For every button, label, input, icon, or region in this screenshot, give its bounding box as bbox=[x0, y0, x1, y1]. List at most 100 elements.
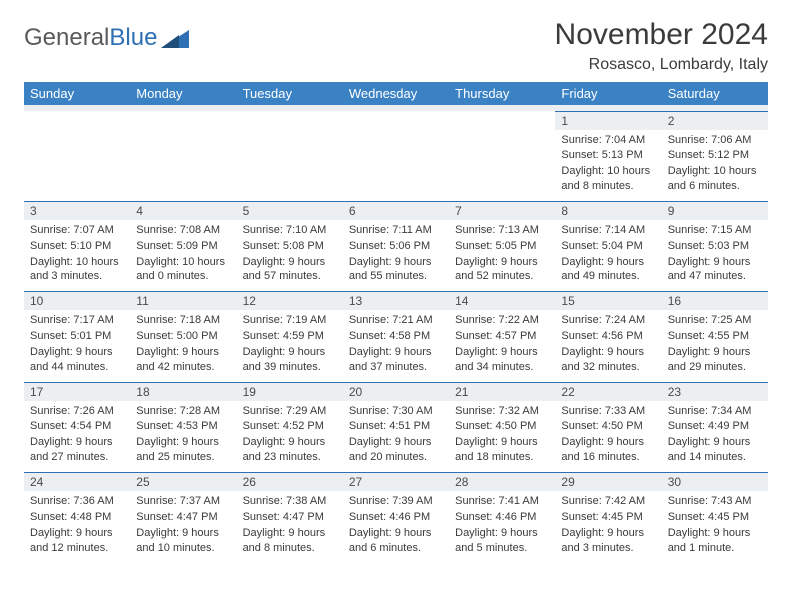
day-number: 26 bbox=[237, 473, 343, 491]
day-sunset: Sunset: 5:12 PM bbox=[668, 148, 762, 163]
day-daylight: Daylight: 10 hours and 6 minutes. bbox=[668, 164, 762, 194]
day-body: Sunrise: 7:14 AMSunset: 5:04 PMDaylight:… bbox=[555, 220, 661, 291]
calendar-week: 24Sunrise: 7:36 AMSunset: 4:48 PMDayligh… bbox=[24, 473, 768, 563]
day-number: 7 bbox=[449, 202, 555, 220]
weekday-header: Saturday bbox=[662, 82, 768, 105]
day-daylight: Daylight: 9 hours and 44 minutes. bbox=[30, 345, 124, 375]
day-daylight: Daylight: 9 hours and 1 minute. bbox=[668, 526, 762, 556]
logo: GeneralBlue bbox=[24, 24, 189, 52]
day-cell: 2Sunrise: 7:06 AMSunset: 5:12 PMDaylight… bbox=[662, 111, 768, 201]
day-body: Sunrise: 7:22 AMSunset: 4:57 PMDaylight:… bbox=[449, 310, 555, 381]
calendar-week: 3 Sunrise: 7:07 AMSunset: 5:10 PM Daylight… bbox=[24, 201, 768, 291]
day-body: Sunrise: 7:13 AMSunset: 5:05 PMDaylight:… bbox=[449, 220, 555, 291]
logo-text: GeneralBlue bbox=[24, 24, 157, 52]
day-sunrise: Sunrise: 7:13 AM bbox=[455, 223, 549, 238]
day-number: 8 bbox=[555, 202, 661, 220]
day-cell: 22Sunrise: 7:33 AMSunset: 4:50 PMDayligh… bbox=[555, 382, 661, 472]
logo-word1: General bbox=[24, 24, 109, 51]
day-number: 24 bbox=[24, 473, 130, 491]
day-sunrise: Sunrise: 7:43 AM bbox=[668, 494, 762, 509]
day-number: 22 bbox=[555, 383, 661, 401]
weekday-header: Thursday bbox=[449, 82, 555, 105]
day-sunset: Sunset: 5:06 PM bbox=[349, 239, 443, 254]
weekday-header: Tuesday bbox=[237, 82, 343, 105]
day-cell: 28Sunrise: 7:41 AMSunset: 4:46 PMDayligh… bbox=[449, 473, 555, 563]
day-sunset: Sunset: 5:01 PM bbox=[30, 329, 124, 344]
day-number: 9 bbox=[662, 202, 768, 220]
day-cell: 26Sunrise: 7:38 AMSunset: 4:47 PMDayligh… bbox=[237, 473, 343, 563]
day-daylight: Daylight: 9 hours and 34 minutes. bbox=[455, 345, 549, 375]
day-number: 13 bbox=[343, 292, 449, 310]
day-daylight: Daylight: 10 hours and 0 minutes. bbox=[136, 255, 230, 285]
day-sunset: Sunset: 4:50 PM bbox=[455, 419, 549, 434]
day-daylight: Daylight: 9 hours and 57 minutes. bbox=[243, 255, 337, 285]
day-sunrise: Sunrise: 7:17 AM bbox=[30, 313, 124, 328]
day-cell: 3Sunrise: 7:07 AMSunset: 5:10 PMDaylight… bbox=[24, 201, 130, 291]
day-body: Sunrise: 7:43 AMSunset: 4:45 PMDaylight:… bbox=[662, 491, 768, 562]
day-cell: 10Sunrise: 7:17 AMSunset: 5:01 PMDayligh… bbox=[24, 292, 130, 382]
day-sunrise: Sunrise: 7:22 AM bbox=[455, 313, 549, 328]
day-sunrise: Sunrise: 7:24 AM bbox=[561, 313, 655, 328]
day-sunrise: Sunrise: 7:14 AM bbox=[561, 223, 655, 238]
day-sunrise: Sunrise: 7:34 AM bbox=[668, 404, 762, 419]
day-body: Sunrise: 7:24 AMSunset: 4:56 PMDaylight:… bbox=[555, 310, 661, 381]
day-sunset: Sunset: 4:58 PM bbox=[349, 329, 443, 344]
day-cell: 1Sunrise: 7:04 AMSunset: 5:13 PMDaylight… bbox=[555, 111, 661, 201]
day-number: 11 bbox=[130, 292, 236, 310]
day-sunrise: Sunrise: 7:04 AM bbox=[561, 133, 655, 148]
day-sunrise: Sunrise: 7:11 AM bbox=[349, 223, 443, 238]
day-daylight: Daylight: 9 hours and 29 minutes. bbox=[668, 345, 762, 375]
day-cell: 5Sunrise: 7:10 AMSunset: 5:08 PMDaylight… bbox=[237, 201, 343, 291]
day-daylight: Daylight: 10 hours and 8 minutes. bbox=[561, 164, 655, 194]
day-cell: 6Sunrise: 7:11 AMSunset: 5:06 PMDaylight… bbox=[343, 201, 449, 291]
day-body: Sunrise: 7:37 AMSunset: 4:47 PMDaylight:… bbox=[130, 491, 236, 562]
day-sunset: Sunset: 4:48 PM bbox=[30, 510, 124, 525]
day-daylight: Daylight: 9 hours and 27 minutes. bbox=[30, 435, 124, 465]
day-body: Sunrise: 7:10 AMSunset: 5:08 PMDaylight:… bbox=[237, 220, 343, 291]
day-body: Sunrise: 7:39 AMSunset: 4:46 PMDaylight:… bbox=[343, 491, 449, 562]
day-number: 3 bbox=[24, 202, 130, 220]
day-daylight: Daylight: 9 hours and 8 minutes. bbox=[243, 526, 337, 556]
day-sunrise: Sunrise: 7:21 AM bbox=[349, 313, 443, 328]
header: GeneralBlue November 2024 Rosasco, Lomba… bbox=[24, 18, 768, 74]
day-sunset: Sunset: 4:45 PM bbox=[668, 510, 762, 525]
calendar-table: SundayMondayTuesdayWednesdayThursdayFrid… bbox=[24, 82, 768, 563]
day-body: Sunrise: 7:08 AMSunset: 5:09 PMDaylight:… bbox=[130, 220, 236, 291]
day-body: Sunrise: 7:04 AMSunset: 5:13 PMDaylight:… bbox=[555, 130, 661, 201]
day-cell: 8Sunrise: 7:14 AMSunset: 5:04 PMDaylight… bbox=[555, 201, 661, 291]
day-daylight: Daylight: 9 hours and 18 minutes. bbox=[455, 435, 549, 465]
day-sunset: Sunset: 4:46 PM bbox=[349, 510, 443, 525]
day-cell: 20Sunrise: 7:30 AMSunset: 4:51 PMDayligh… bbox=[343, 382, 449, 472]
day-sunset: Sunset: 4:54 PM bbox=[30, 419, 124, 434]
day-body: Sunrise: 7:28 AMSunset: 4:53 PMDaylight:… bbox=[130, 401, 236, 472]
day-number: 14 bbox=[449, 292, 555, 310]
day-sunset: Sunset: 4:45 PM bbox=[561, 510, 655, 525]
day-cell: 7Sunrise: 7:13 AMSunset: 5:05 PMDaylight… bbox=[449, 201, 555, 291]
day-sunset: Sunset: 4:49 PM bbox=[668, 419, 762, 434]
day-cell: 13Sunrise: 7:21 AMSunset: 4:58 PMDayligh… bbox=[343, 292, 449, 382]
weekday-header: Wednesday bbox=[343, 82, 449, 105]
calendar-week: 10Sunrise: 7:17 AMSunset: 5:01 PMDayligh… bbox=[24, 292, 768, 382]
day-body: Sunrise: 7:32 AMSunset: 4:50 PMDaylight:… bbox=[449, 401, 555, 472]
day-sunrise: Sunrise: 7:26 AM bbox=[30, 404, 124, 419]
day-sunset: Sunset: 4:57 PM bbox=[455, 329, 549, 344]
day-cell: 29Sunrise: 7:42 AMSunset: 4:45 PMDayligh… bbox=[555, 473, 661, 563]
day-sunrise: Sunrise: 7:07 AM bbox=[30, 223, 124, 238]
weekday-header: Sunday bbox=[24, 82, 130, 105]
day-sunset: Sunset: 5:05 PM bbox=[455, 239, 549, 254]
empty-cell bbox=[343, 111, 449, 201]
day-number: 16 bbox=[662, 292, 768, 310]
day-sunrise: Sunrise: 7:32 AM bbox=[455, 404, 549, 419]
day-number: 12 bbox=[237, 292, 343, 310]
day-sunset: Sunset: 5:10 PM bbox=[30, 239, 124, 254]
calendar-week: 17Sunrise: 7:26 AMSunset: 4:54 PMDayligh… bbox=[24, 382, 768, 472]
day-cell: 15Sunrise: 7:24 AMSunset: 4:56 PMDayligh… bbox=[555, 292, 661, 382]
day-sunset: Sunset: 5:03 PM bbox=[668, 239, 762, 254]
day-body: Sunrise: 7:33 AMSunset: 4:50 PMDaylight:… bbox=[555, 401, 661, 472]
day-daylight: Daylight: 9 hours and 52 minutes. bbox=[455, 255, 549, 285]
day-number: 2 bbox=[662, 112, 768, 130]
day-number: 27 bbox=[343, 473, 449, 491]
day-number: 1 bbox=[555, 112, 661, 130]
title-block: November 2024 Rosasco, Lombardy, Italy bbox=[555, 18, 768, 74]
logo-word2: Blue bbox=[109, 24, 157, 51]
